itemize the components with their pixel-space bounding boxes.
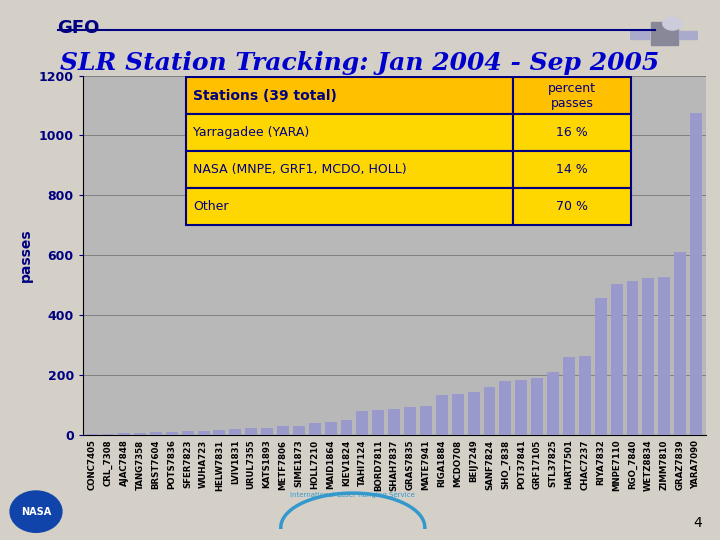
Bar [674, 252, 686, 435]
Bar [579, 356, 591, 435]
Text: SLR Station Tracking: Jan 2004 - Sep 2005: SLR Station Tracking: Jan 2004 - Sep 200… [60, 51, 660, 75]
Bar [595, 298, 607, 435]
Bar [531, 379, 543, 435]
Bar [166, 431, 178, 435]
Bar [451, 394, 464, 435]
Bar [213, 430, 225, 435]
FancyBboxPatch shape [513, 114, 631, 151]
Text: percent
passes: percent passes [548, 82, 596, 110]
Text: NASA (MNPE, GRF1, MCDO, HOLL): NASA (MNPE, GRF1, MCDO, HOLL) [193, 164, 407, 177]
Bar [630, 31, 649, 39]
Bar [134, 433, 146, 435]
Bar [658, 277, 670, 435]
Bar [277, 426, 289, 435]
Bar [341, 420, 353, 435]
Text: Stations (39 total): Stations (39 total) [193, 89, 337, 103]
Bar [436, 395, 448, 435]
Bar [372, 410, 384, 435]
Bar [86, 434, 99, 435]
Text: Yarragadee (YARA): Yarragadee (YARA) [193, 126, 310, 139]
Bar [563, 357, 575, 435]
Text: NASA: NASA [21, 507, 51, 517]
Bar [516, 380, 527, 435]
Text: 14 %: 14 % [556, 164, 588, 177]
Bar [197, 430, 210, 435]
Bar [651, 22, 678, 45]
Circle shape [10, 491, 62, 532]
Bar [325, 422, 337, 435]
Bar [690, 113, 702, 435]
FancyBboxPatch shape [186, 151, 513, 188]
FancyBboxPatch shape [513, 151, 631, 188]
FancyBboxPatch shape [186, 188, 513, 225]
Bar [118, 433, 130, 435]
FancyBboxPatch shape [186, 114, 513, 151]
Bar [642, 279, 654, 435]
Bar [181, 431, 194, 435]
Text: 70 %: 70 % [556, 200, 588, 213]
Y-axis label: passes: passes [19, 228, 33, 282]
FancyBboxPatch shape [186, 77, 513, 114]
Bar [611, 285, 623, 435]
Text: 16 %: 16 % [556, 126, 588, 139]
Bar [246, 428, 257, 435]
Bar [547, 373, 559, 435]
Text: 4: 4 [693, 516, 702, 530]
Bar [261, 428, 273, 435]
Bar [356, 411, 369, 435]
Text: GFO: GFO [58, 19, 100, 37]
FancyBboxPatch shape [513, 188, 631, 225]
Bar [500, 381, 511, 435]
Bar [309, 423, 320, 435]
Bar [230, 429, 241, 435]
Bar [679, 31, 698, 39]
Circle shape [663, 17, 682, 30]
Bar [626, 281, 639, 435]
Bar [404, 407, 416, 435]
Text: Other: Other [193, 200, 228, 213]
Bar [293, 426, 305, 435]
Text: International Laser Ranging Service: International Laser Ranging Service [290, 492, 415, 498]
Bar [388, 409, 400, 435]
Bar [102, 434, 114, 435]
FancyBboxPatch shape [513, 77, 631, 114]
Bar [468, 392, 480, 435]
Bar [420, 406, 432, 435]
Bar [484, 387, 495, 435]
Bar [150, 433, 162, 435]
